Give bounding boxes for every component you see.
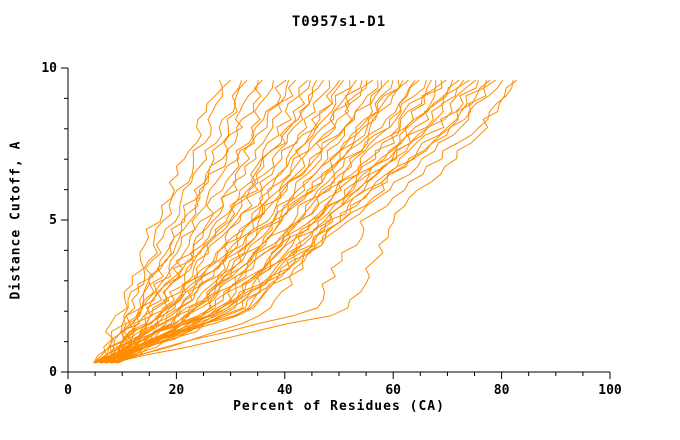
y-tick-label: 5 [49, 213, 57, 228]
model-curve [93, 79, 263, 364]
model-curve [94, 79, 504, 364]
model-curve [93, 79, 477, 364]
y-tick-label: 0 [49, 365, 57, 380]
x-tick-label: 0 [64, 383, 72, 398]
model-curve [101, 80, 479, 364]
model-curve [101, 80, 427, 364]
x-tick-label: 100 [598, 383, 622, 398]
model-curve [100, 80, 311, 364]
model-curve [98, 79, 232, 364]
y-axis-label: Distance Cutoff, A [8, 140, 24, 300]
model-curve [93, 79, 447, 364]
model-curve [95, 80, 394, 364]
model-curve [110, 79, 248, 364]
model-curve [111, 79, 517, 364]
model-curve [104, 79, 287, 364]
model-curve [111, 80, 382, 364]
model-curve [116, 80, 331, 364]
x-tick-label: 20 [169, 383, 185, 398]
model-curve [100, 80, 400, 364]
model-curve [110, 80, 290, 364]
model-curve [110, 79, 409, 364]
model-curve [94, 79, 309, 364]
model-curve [110, 79, 357, 364]
model-curve [115, 80, 363, 364]
model-curve [99, 80, 274, 364]
model-curve [106, 80, 514, 364]
model-curve [111, 79, 324, 363]
model-curve [105, 79, 460, 364]
model-curve [95, 79, 341, 364]
model-curve [106, 79, 317, 364]
x-tick-label: 40 [277, 383, 293, 398]
x-tick-label: 60 [385, 383, 401, 398]
y-tick-label: 10 [41, 61, 57, 76]
model-curve [99, 80, 454, 364]
model-curve [115, 79, 496, 364]
model-curve [115, 80, 443, 364]
model-curve [109, 79, 465, 364]
model-curve [93, 80, 368, 364]
chart-title: T0957s1-D1 [291, 14, 387, 30]
model-curve [105, 79, 404, 364]
x-axis-label: Percent of Residues (CA) [233, 399, 445, 414]
model-curve [117, 80, 259, 364]
model-curve [116, 79, 390, 364]
x-tick-label: 80 [494, 383, 510, 398]
model-curve [93, 80, 224, 364]
